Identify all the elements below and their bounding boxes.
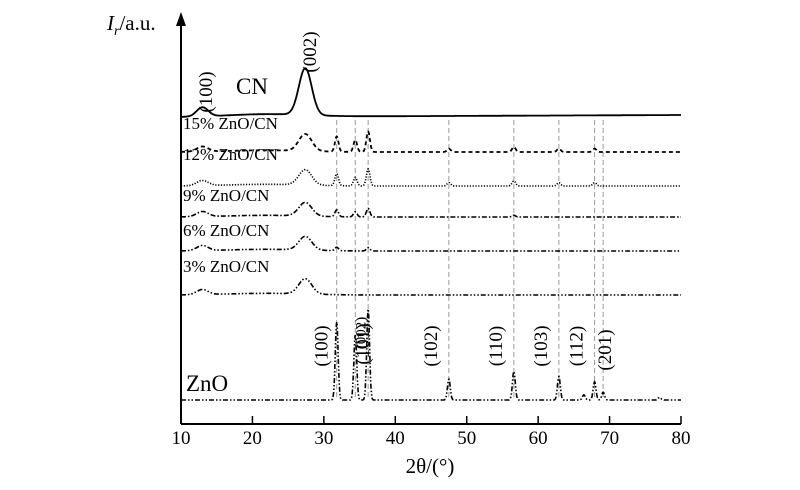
series-label: 3% ZnO/CN	[183, 257, 269, 276]
series-curve	[181, 235, 681, 252]
peak-labels: (100)(002)(100) (002)(101) (102) (110) (103)…	[196, 31, 616, 370]
zno-peak-label: (002)	[353, 317, 369, 350]
series-curve	[181, 277, 681, 296]
x-tick-label: 10	[172, 428, 191, 449]
series-labels: CN 15% ZnO/CN 12% ZnO/CN 9% ZnO/CN 6% ZnO/CN…	[183, 74, 278, 396]
x-tick-label: 70	[600, 428, 619, 449]
zno-peak-label: (112)	[567, 326, 588, 366]
reference-lines	[336, 120, 604, 400]
zno-peak-label: (102)	[421, 325, 442, 366]
series-curve	[181, 130, 681, 153]
series-label: 6% ZnO/CN	[183, 221, 269, 240]
y-axis-arrow	[176, 12, 186, 26]
series-curve	[180, 67, 681, 118]
zno-peak-label: (103)	[531, 325, 552, 366]
cn-peak-label: (002)	[300, 31, 321, 72]
x-tick-label: 20	[243, 428, 262, 449]
zno-peak-label: (201)	[595, 329, 616, 370]
cn-peak-label: (100)	[196, 71, 217, 112]
x-tick-label: 80	[672, 428, 691, 449]
y-axis-title-unit: /a.u.	[119, 11, 155, 35]
series-label: 15% ZnO/CN	[183, 114, 278, 133]
series-curves	[180, 67, 681, 401]
series-label: 12% ZnO/CN	[183, 145, 278, 164]
x-axis-title: 2θ/(°)	[406, 454, 455, 478]
y-axis-title-main: I	[106, 11, 115, 35]
x-tick-label: 50	[457, 428, 476, 449]
series-curve	[181, 167, 681, 187]
x-tick-label: 60	[529, 428, 548, 449]
axes	[176, 12, 681, 425]
zno-peak-label: (101)	[353, 323, 374, 364]
series-curve	[181, 201, 681, 218]
zno-peak-label: (110)	[486, 326, 507, 366]
series-label: 9% ZnO/CN	[183, 186, 269, 205]
zno-peak-label: (100)	[312, 325, 333, 366]
series-label: CN	[236, 74, 268, 99]
chart-labels: Ir/a.u. 2θ/(°)	[106, 11, 454, 478]
series-curve	[181, 308, 681, 401]
series-label: ZnO	[186, 371, 228, 396]
x-ticks: 10 20 30 40 50 60 70 80	[172, 416, 691, 449]
y-axis-title-sub: r	[114, 24, 120, 39]
x-tick-label: 40	[386, 428, 405, 449]
y-axis-title: Ir/a.u.	[106, 11, 156, 39]
x-tick-label: 30	[314, 428, 333, 449]
